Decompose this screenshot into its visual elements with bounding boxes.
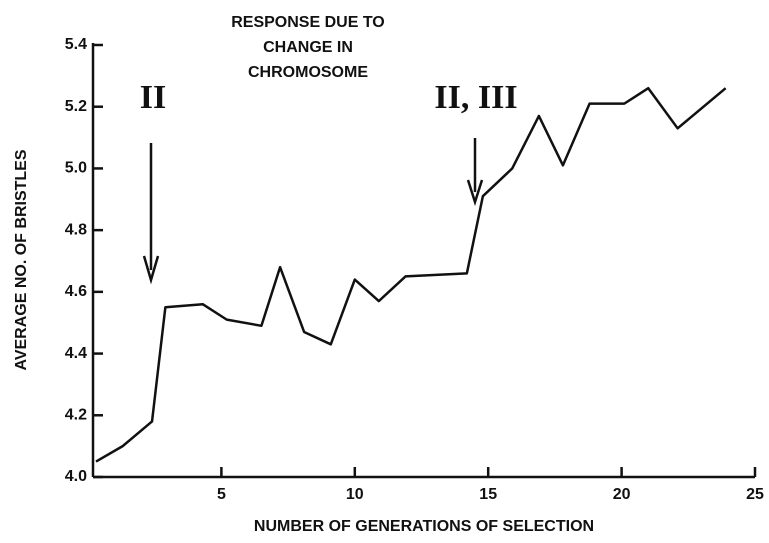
y-axis-label: AVERAGE NO. OF BRISTLES <box>13 149 30 370</box>
x-tick-label: 5 <box>217 486 226 503</box>
x-tick-label: 20 <box>613 486 631 503</box>
arrow-head <box>142 255 160 285</box>
y-tick-label: 5.2 <box>65 98 87 115</box>
annotation: RESPONSE DUE TO CHANGE IN CHROMOSOME <box>231 14 385 81</box>
x-tick-label: 10 <box>346 486 364 503</box>
arrows <box>142 138 484 285</box>
y-tick-label: 4.0 <box>65 468 87 485</box>
marker-label: II <box>140 79 166 116</box>
annotation-line: CHROMOSOME <box>248 64 368 81</box>
y-tick-label: 4.8 <box>65 221 87 238</box>
marker-label: II, III <box>434 79 517 116</box>
annotation-line: RESPONSE DUE TO <box>231 14 385 31</box>
arrow-head <box>466 179 484 207</box>
y-tick-label: 4.2 <box>65 407 87 424</box>
y-tick-label: 5.4 <box>65 36 87 53</box>
x-tick-label: 25 <box>746 486 764 503</box>
y-tick-label: 5.0 <box>65 160 87 177</box>
y-tick-label: 4.4 <box>65 345 87 362</box>
data-line <box>95 86 727 463</box>
annotation-line: CHANGE IN <box>263 39 353 56</box>
x-axis-label: NUMBER OF GENERATIONS OF SELECTION <box>254 518 594 535</box>
y-tick-label: 4.6 <box>65 283 87 300</box>
x-tick-label: 15 <box>479 486 497 503</box>
